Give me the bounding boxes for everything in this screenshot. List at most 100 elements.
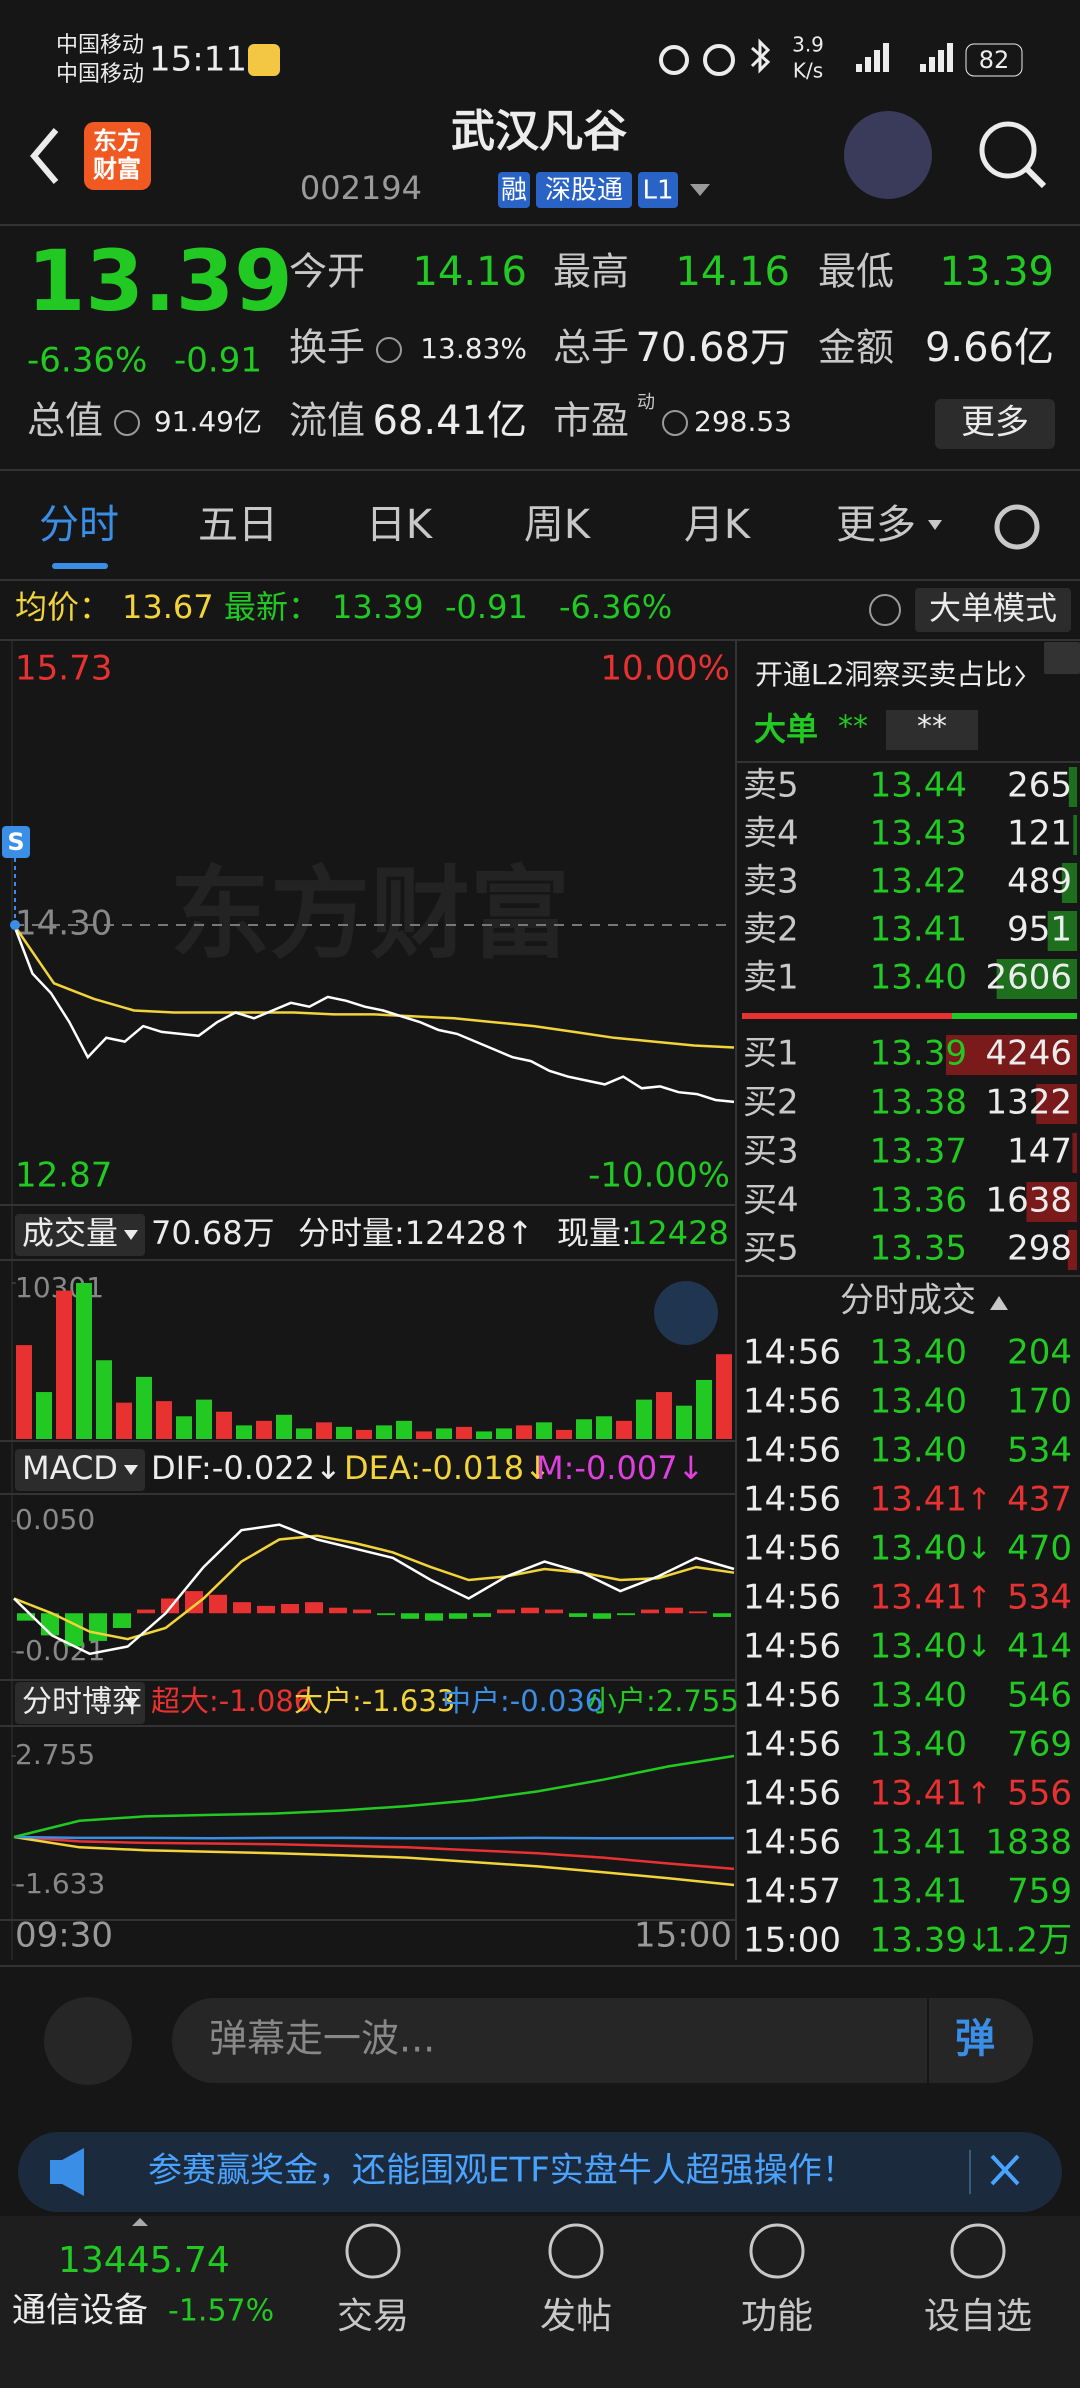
dropdown-icon [124,1698,138,1708]
change-pct: -6.36% [27,341,147,381]
more-button-text[interactable]: 更多 [961,403,1029,443]
bid-bar [1026,1182,1077,1222]
volume-bar [616,1420,632,1439]
search-icon[interactable] [979,121,1037,179]
ask-bar [996,959,1077,999]
help-icon[interactable] [869,594,901,626]
ask-volume: 2606 [985,958,1072,998]
macd-bar [17,1613,35,1621]
volume-bar [636,1399,652,1439]
volume-bar [256,1420,272,1439]
trade-price: 13.40 [870,1333,967,1373]
settings-icon[interactable] [994,504,1040,550]
tick-volume: 分时量:12428↑ [298,1214,533,1252]
tab[interactable]: 五日 [198,502,278,548]
bid-bar [1072,1133,1077,1173]
legend-entry: 小户:2.755 [588,1684,739,1718]
average-line [12,924,735,1049]
tab[interactable]: 分时 [39,502,119,548]
ask-volume: 489 [1007,862,1072,902]
x-tick-label: 09:30 [15,1916,113,1956]
indicator-select[interactable] [15,1214,145,1256]
bid-price: 13.38 [870,1083,967,1123]
y-tick-label: 2.755 [15,1738,95,1771]
trade-arrow: ↓ [966,1630,991,1665]
danmaku-settings[interactable] [44,1997,132,2085]
volume-bar [456,1426,472,1439]
game-line [13,1835,735,1871]
trade-volume: 546 [1007,1676,1072,1716]
trade-arrow: ↓ [966,1532,991,1567]
marker-badge [2,826,30,858]
danmaku-input[interactable] [172,1998,1033,2083]
trade-arrow: ↑ [966,1581,991,1616]
y-tick-label: 14.30 [15,904,112,944]
index-change[interactable]: -1.57% [168,2294,274,2329]
macd-bar [209,1594,227,1614]
nav-item[interactable]: 功能 [741,2296,813,2337]
nav-item[interactable]: 发帖 [540,2296,612,2337]
indicator-select[interactable] [15,1449,145,1491]
mode-button-text[interactable]: 大单模式 [929,589,1057,627]
field-label: 最高 [553,250,629,294]
banner-text[interactable]: 参赛赢奖金，还能围观ETF实盘牛人超强操作！ [148,2151,856,2191]
danmaku-button[interactable]: 弹 [955,2016,995,2062]
indicator-select[interactable] [15,1682,145,1724]
tab[interactable]: 更多 [836,502,916,548]
alarm-icon [703,44,735,76]
ask-price: 13.44 [870,766,967,806]
bottom-nav [0,2216,1080,2388]
latest-change-pct: -6.36% [559,588,672,626]
field-label: 总手 [553,326,629,370]
back-button[interactable] [30,128,59,184]
close-icon [990,2154,1020,2186]
field-label: 总值 [27,399,103,443]
trade-time: 14:56 [743,1676,841,1716]
assistant-avatar[interactable] [844,111,932,199]
ask-bar [1073,815,1077,855]
indicator-name[interactable]: 成交量 [22,1214,118,1252]
ask-volume: 951 [1007,910,1072,950]
bid-volume: 1322 [985,1083,1072,1123]
field-label: 换手 [289,326,365,370]
nav-icon [548,2223,604,2279]
tab[interactable]: 周K [524,502,592,548]
expand-button[interactable] [654,1281,718,1345]
ask-label: 卖4 [743,814,799,854]
bid-label: 买5 [743,1229,799,1269]
volume-bar [156,1401,172,1439]
trade-volume: 759 [1007,1872,1072,1912]
tab[interactable]: 日K [366,502,434,548]
macd-bar [545,1609,563,1614]
mode-button[interactable] [915,588,1071,632]
more-button[interactable] [935,399,1055,449]
index-value[interactable]: 13445.74 [58,2240,230,2281]
l2-link[interactable]: 开通L2洞察买卖占比 [755,658,1012,691]
close-button[interactable] [1044,642,1080,674]
latest-change: -0.91 [445,588,528,626]
volume-bar [596,1416,612,1439]
macd-bar [257,1605,275,1614]
bid-volume: 1638 [985,1181,1072,1221]
indicator-name[interactable]: MACD [22,1449,118,1487]
macd-bar [617,1613,635,1616]
ask-label: 卖5 [743,766,799,806]
trade-time: 14:56 [743,1578,841,1618]
danmaku-placeholder[interactable]: 弹幕走一波... [209,2017,435,2061]
macd-bar [353,1609,371,1614]
nav-item[interactable]: 交易 [337,2296,409,2337]
promo-banner[interactable] [18,2132,1062,2212]
megaphone-icon [50,2148,84,2196]
ask-bar [1061,863,1077,903]
nav-item[interactable]: 设自选 [924,2296,1032,2337]
trade-price: 13.40 [870,1676,967,1716]
index-name[interactable]: 通信设备 [12,2291,148,2331]
trade-arrow: ↓ [966,1924,991,1959]
field-sup: 动 [637,392,655,413]
field-value: 14.16 [412,249,527,295]
volume-bar [216,1411,232,1439]
tab[interactable]: 月K [684,502,752,548]
macd-bar [473,1613,491,1617]
indicator-name[interactable]: 分时博弈 [22,1685,142,1720]
